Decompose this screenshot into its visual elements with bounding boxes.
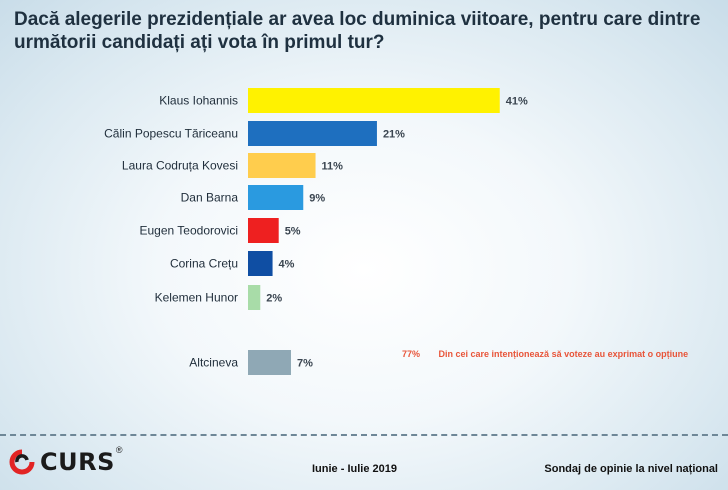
annotation-note: 77% Din cei care intenționează să voteze… — [402, 349, 688, 359]
curs-swoosh-icon — [9, 449, 35, 475]
category-label-eugen-teodorovici: Eugen Teodorovici — [139, 224, 238, 238]
value-label-calin-popescu-tariceanu: 21% — [383, 129, 405, 141]
category-label-altcineva: Altcineva — [189, 356, 238, 370]
footer: CURS ® Iunie - Iulie 2019 Sondaj de opin… — [0, 436, 728, 490]
value-label-dan-barna: 9% — [309, 193, 325, 205]
bar-dan-barna — [248, 185, 304, 210]
bar-laura-codruta-kovesi — [248, 153, 316, 178]
curs-logo: CURS ® — [8, 445, 123, 476]
category-label-dan-barna: Dan Barna — [181, 191, 239, 205]
registered-mark: ® — [115, 445, 123, 455]
category-label-calin-popescu-tariceanu: Călin Popescu Tăriceanu — [104, 127, 238, 141]
category-label-klaus-iohannis: Klaus Iohannis — [159, 94, 238, 108]
value-label-laura-codruta-kovesi: 11% — [322, 161, 344, 173]
value-label-kelemen-hunor: 2% — [266, 293, 282, 305]
bar-corina-cretu — [248, 251, 273, 276]
survey-period: Iunie - Iulie 2019 — [312, 463, 397, 475]
bar-kelemen-hunor — [248, 285, 261, 310]
logo-text: CURS — [40, 448, 115, 476]
survey-source: Sondaj de opinie la nivel național — [544, 463, 718, 475]
category-label-kelemen-hunor: Kelemen Hunor — [155, 291, 238, 305]
note-text: Din cei care intenționează să voteze au … — [438, 349, 689, 359]
value-label-eugen-teodorovici: 5% — [285, 226, 301, 238]
bar-altcineva — [248, 350, 291, 375]
chart-title: Dacă alegerile prezidențiale ar avea loc… — [14, 9, 701, 53]
value-label-klaus-iohannis: 41% — [506, 96, 528, 108]
value-label-altcineva: 7% — [297, 358, 313, 370]
note-percent: 77% — [402, 349, 421, 359]
bar-klaus-iohannis — [248, 88, 500, 113]
bar-calin-popescu-tariceanu — [248, 121, 377, 146]
category-label-laura-codruta-kovesi: Laura Codruța Kovesi — [122, 159, 238, 173]
value-label-corina-cretu: 4% — [279, 259, 295, 271]
bar-eugen-teodorovici — [248, 218, 279, 243]
bar-chart: Klaus Iohannis 41% Călin Popescu Tăriceanu… — [104, 88, 528, 375]
category-label-corina-cretu: Corina Crețu — [170, 257, 238, 271]
footer-divider — [0, 434, 728, 436]
